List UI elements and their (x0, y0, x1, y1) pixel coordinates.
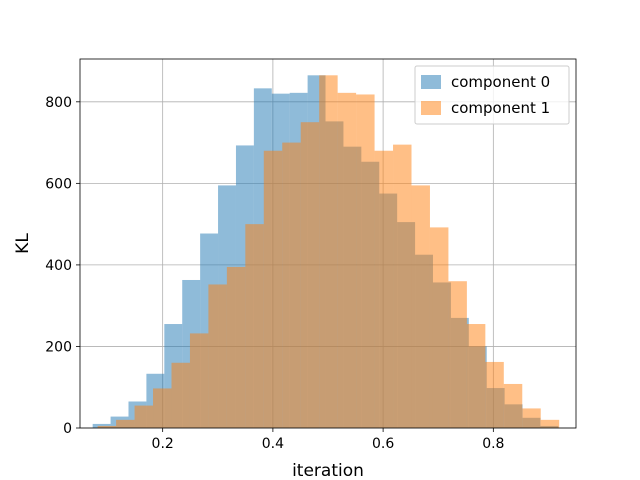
y-tick-label-3: 600 (45, 176, 72, 192)
axis-ticks: 0.2 0.4 0.6 0.8 0 200 400 600 800 (45, 95, 504, 452)
legend-box (414, 65, 570, 125)
legend-swatch-component-0 (421, 75, 441, 89)
legend-swatch-component-1 (421, 101, 441, 115)
plot-frame (79, 58, 577, 429)
bar-series-1-bin-24 (540, 419, 560, 428)
y-axis-label: KL (13, 233, 33, 254)
bar-series-1-bin-19 (448, 281, 467, 428)
bar-series-1-bin-14 (356, 94, 375, 428)
x-axis-label: iteration (292, 461, 364, 480)
x-tick-label-2: 0.6 (372, 436, 394, 452)
bar-series-1-bin-12 (319, 75, 338, 429)
y-tick-label-0: 0 (63, 421, 72, 437)
bar-series-1-bin-10 (282, 142, 301, 428)
y-tick-label-4: 800 (45, 95, 72, 111)
legend-label-component-1: component 1 (451, 99, 550, 117)
bar-series-1-bin-20 (466, 324, 486, 428)
bar-series-1-bin-8 (245, 224, 264, 428)
histogram-bars (92, 75, 560, 429)
bar-series-1-bin-21 (485, 361, 504, 428)
bar-series-1-bin-1 (116, 419, 135, 428)
bar-series-1-bin-2 (134, 405, 154, 428)
y-tick-label-1: 200 (45, 339, 72, 355)
bar-series-1-bin-3 (153, 388, 172, 428)
bar-series-1-bin-15 (374, 150, 394, 428)
x-tick-label-0: 0.2 (152, 436, 174, 452)
bar-series-1-bin-11 (300, 122, 320, 428)
bar-series-1-bin-18 (429, 227, 449, 428)
bar-series-1-bin-22 (503, 383, 523, 428)
x-tick-label-3: 0.8 (482, 436, 504, 452)
bar-series-1-bin-4 (171, 362, 190, 428)
y-tick-label-2: 400 (45, 258, 72, 274)
legend-label-component-0: component 0 (451, 73, 550, 91)
series-1 (97, 75, 560, 429)
bar-series-0-bin-0 (92, 423, 111, 428)
bar-series-1-bin-7 (226, 266, 246, 428)
bar-series-1-bin-5 (189, 333, 209, 428)
bar-series-1-bin-9 (263, 150, 283, 428)
bar-series-1-bin-0 (97, 425, 117, 428)
legend: component 0 component 1 (414, 65, 570, 125)
bar-series-1-bin-16 (393, 144, 412, 428)
bar-series-1-bin-17 (411, 185, 430, 428)
bar-series-1-bin-13 (337, 92, 357, 429)
bar-series-1-bin-6 (208, 284, 227, 428)
bar-series-1-bin-23 (522, 408, 541, 428)
x-tick-label-1: 0.4 (262, 436, 284, 452)
